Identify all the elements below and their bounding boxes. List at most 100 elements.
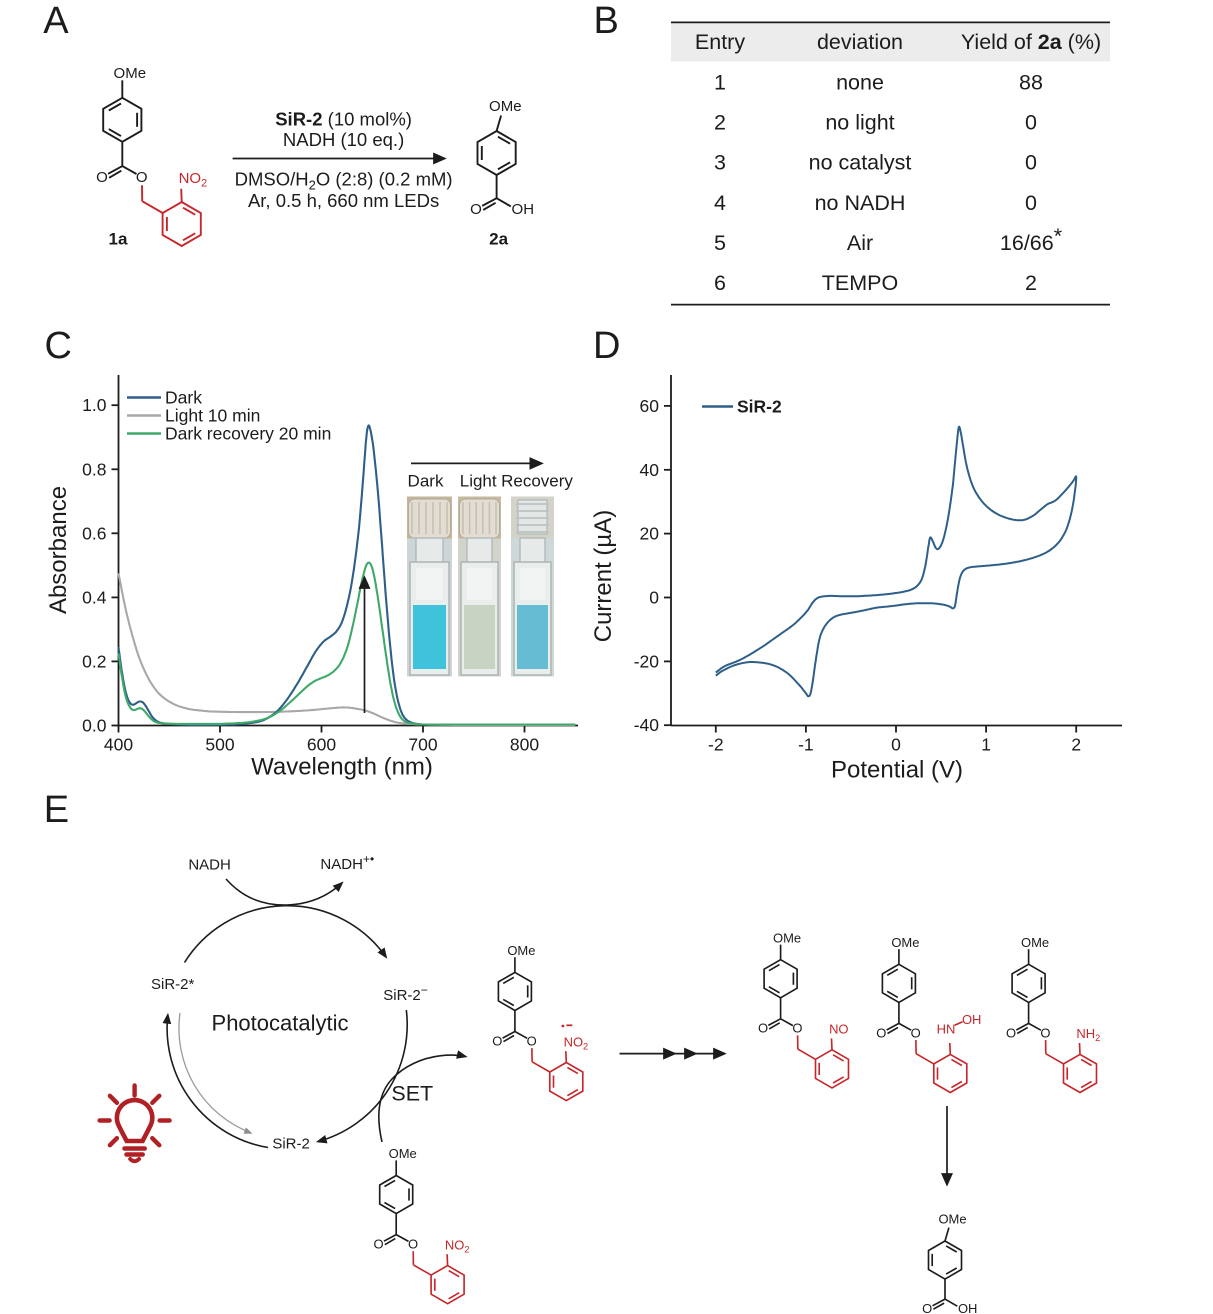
- svg-text:Potential (V): Potential (V): [831, 757, 963, 784]
- svg-text:Light 10 min: Light 10 min: [165, 406, 260, 426]
- svg-text:Air: Air: [847, 231, 873, 255]
- svg-text:SiR-2*: SiR-2*: [151, 976, 195, 993]
- svg-text:OMe: OMe: [507, 943, 535, 958]
- svg-text:4: 4: [714, 191, 726, 215]
- svg-text:NH2: NH2: [1076, 1026, 1100, 1043]
- svg-text:1: 1: [981, 735, 991, 755]
- svg-text:A: A: [43, 0, 69, 42]
- svg-text:Dark recovery 20 min: Dark recovery 20 min: [165, 424, 331, 444]
- svg-text:3: 3: [714, 151, 726, 175]
- svg-text:Photocatalytic: Photocatalytic: [212, 1011, 349, 1036]
- svg-text:O: O: [758, 1021, 768, 1036]
- svg-text:Light: Light: [460, 472, 497, 491]
- svg-text:no light: no light: [825, 111, 894, 135]
- svg-text:Wavelength (nm): Wavelength (nm): [251, 754, 433, 781]
- svg-text:O: O: [96, 169, 108, 186]
- svg-text:none: none: [836, 71, 884, 95]
- svg-text:-40: -40: [634, 715, 660, 735]
- svg-text:OMe: OMe: [938, 1212, 966, 1227]
- svg-text:NADH: NADH: [188, 857, 231, 874]
- svg-text:OMe: OMe: [1021, 935, 1049, 950]
- svg-text:OMe: OMe: [389, 1146, 417, 1161]
- svg-text:600: 600: [307, 735, 336, 755]
- svg-text:HN: HN: [937, 1022, 956, 1037]
- svg-text:700: 700: [408, 735, 437, 755]
- svg-text:0: 0: [1025, 191, 1037, 215]
- svg-text:OH: OH: [962, 1012, 981, 1027]
- svg-text:60: 60: [640, 396, 660, 416]
- svg-text:SiR-2 (10 mol%): SiR-2 (10 mol%): [275, 109, 412, 130]
- svg-text:C: C: [45, 325, 72, 367]
- svg-text:OMe: OMe: [773, 930, 801, 945]
- svg-text:0: 0: [891, 735, 901, 755]
- svg-text:NADH (10 eq.): NADH (10 eq.): [283, 129, 404, 150]
- svg-text:0: 0: [1025, 111, 1037, 135]
- svg-text:NO2: NO2: [564, 1034, 589, 1051]
- svg-text:O: O: [492, 1033, 502, 1048]
- svg-text:Dark: Dark: [408, 472, 444, 491]
- svg-text:1: 1: [714, 71, 726, 95]
- svg-text:Dark: Dark: [165, 388, 202, 408]
- svg-text:1.0: 1.0: [82, 395, 107, 415]
- svg-text:Yield of 2a (%): Yield of 2a (%): [961, 30, 1101, 54]
- svg-text:800: 800: [510, 735, 539, 755]
- svg-text:20: 20: [640, 524, 660, 544]
- svg-text:no catalyst: no catalyst: [809, 151, 912, 175]
- svg-text:OMe: OMe: [891, 935, 919, 950]
- svg-text:-2: -2: [708, 735, 724, 755]
- svg-text:no NADH: no NADH: [815, 191, 906, 215]
- svg-text:O: O: [527, 1033, 537, 1048]
- svg-text:Absorbance: Absorbance: [45, 486, 72, 614]
- svg-text:OH: OH: [958, 1301, 977, 1314]
- svg-text:O: O: [922, 1301, 932, 1314]
- svg-text:B: B: [594, 0, 619, 42]
- svg-text:SET: SET: [391, 1082, 433, 1106]
- svg-text:6: 6: [714, 271, 726, 295]
- svg-text:2: 2: [714, 111, 726, 135]
- svg-text:NADH+•: NADH+•: [320, 852, 374, 873]
- svg-text:O: O: [470, 201, 482, 218]
- svg-text:88: 88: [1019, 71, 1043, 95]
- svg-text:NO: NO: [829, 1022, 848, 1037]
- svg-text:deviation: deviation: [817, 30, 903, 54]
- svg-text:1a: 1a: [109, 230, 128, 249]
- svg-text:0.0: 0.0: [82, 716, 107, 736]
- svg-text:0.6: 0.6: [82, 523, 106, 543]
- svg-text:E: E: [44, 789, 69, 831]
- svg-text:O: O: [792, 1021, 802, 1036]
- svg-text:5: 5: [714, 231, 726, 255]
- svg-text:DMSO/H2O (2:8) (0.2 mM): DMSO/H2O (2:8) (0.2 mM): [235, 169, 453, 193]
- svg-text:400: 400: [104, 735, 133, 755]
- svg-text:2: 2: [1025, 271, 1037, 295]
- svg-text:Ar, 0.5 h, 660 nm LEDs: Ar, 0.5 h, 660 nm LEDs: [248, 190, 439, 211]
- svg-text:O: O: [374, 1237, 384, 1252]
- svg-text:0.2: 0.2: [82, 651, 106, 671]
- svg-text:O: O: [1040, 1025, 1050, 1040]
- svg-text:NO2: NO2: [179, 170, 208, 190]
- svg-text:D: D: [593, 325, 620, 367]
- svg-text:OMe: OMe: [114, 65, 147, 82]
- svg-text:O: O: [911, 1025, 921, 1040]
- svg-text:0: 0: [649, 588, 659, 608]
- svg-text:NO2: NO2: [445, 1237, 470, 1254]
- svg-text:0: 0: [1025, 151, 1037, 175]
- svg-text:OH: OH: [512, 201, 535, 218]
- svg-text:SiR-2−: SiR-2−: [383, 983, 428, 1004]
- svg-text:0.4: 0.4: [82, 587, 107, 607]
- svg-text:-20: -20: [634, 651, 660, 671]
- svg-text:TEMPO: TEMPO: [822, 271, 898, 295]
- svg-text:O: O: [136, 169, 148, 186]
- svg-text:OMe: OMe: [489, 98, 522, 115]
- svg-text:Current (µA): Current (µA): [590, 510, 617, 643]
- svg-text:500: 500: [205, 735, 234, 755]
- svg-text:SiR-2: SiR-2: [737, 397, 782, 417]
- svg-text:40: 40: [640, 460, 660, 480]
- svg-text:O: O: [408, 1237, 418, 1252]
- svg-text:O: O: [876, 1025, 886, 1040]
- svg-text:Recovery: Recovery: [501, 472, 573, 491]
- svg-text:Entry: Entry: [695, 30, 745, 54]
- svg-text:-1: -1: [798, 735, 814, 755]
- svg-text:2a: 2a: [489, 230, 508, 249]
- svg-text:0.8: 0.8: [82, 459, 106, 479]
- svg-text:2: 2: [1071, 735, 1081, 755]
